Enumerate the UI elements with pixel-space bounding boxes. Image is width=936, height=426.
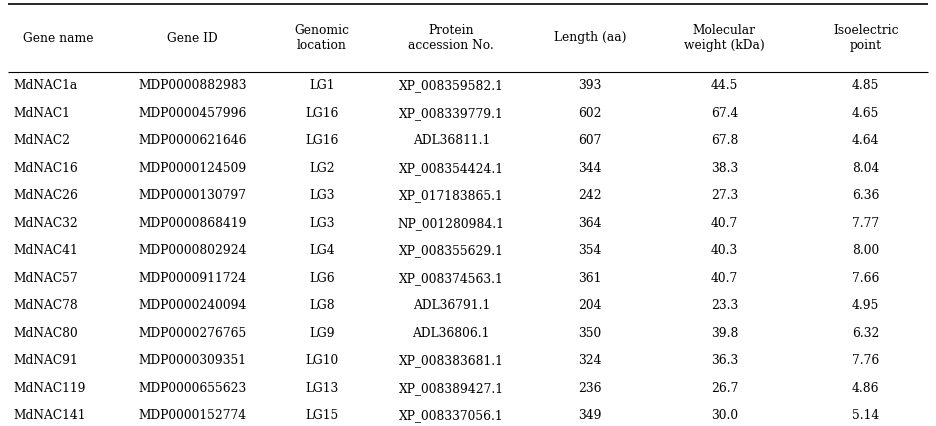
Text: MDP0000655623: MDP0000655623 — [139, 382, 246, 395]
Text: Length (aa): Length (aa) — [554, 32, 626, 44]
Text: LG3: LG3 — [309, 189, 334, 202]
Text: MdNAC91: MdNAC91 — [13, 354, 78, 367]
Text: 26.7: 26.7 — [710, 382, 739, 395]
Text: LG10: LG10 — [305, 354, 339, 367]
Text: MDP0000621646: MDP0000621646 — [139, 134, 247, 147]
Text: LG16: LG16 — [305, 107, 339, 120]
Text: MDP0000240094: MDP0000240094 — [139, 299, 247, 312]
Text: 242: 242 — [578, 189, 602, 202]
Text: MDP0000124509: MDP0000124509 — [139, 162, 246, 175]
Text: LG6: LG6 — [309, 272, 335, 285]
Text: MDP0000882983: MDP0000882983 — [139, 79, 247, 92]
Text: 602: 602 — [578, 107, 602, 120]
Text: 39.8: 39.8 — [710, 327, 739, 340]
Text: 23.3: 23.3 — [710, 299, 738, 312]
Text: XP_008354424.1: XP_008354424.1 — [399, 162, 504, 175]
Text: XP_008339779.1: XP_008339779.1 — [399, 107, 504, 120]
Text: MdNAC41: MdNAC41 — [13, 244, 78, 257]
Text: 5.14: 5.14 — [852, 409, 879, 422]
Text: MdNAC80: MdNAC80 — [13, 327, 78, 340]
Text: 350: 350 — [578, 327, 602, 340]
Text: 7.76: 7.76 — [852, 354, 879, 367]
Text: MdNAC57: MdNAC57 — [13, 272, 78, 285]
Text: 8.04: 8.04 — [852, 162, 880, 175]
Text: MdNAC32: MdNAC32 — [13, 217, 78, 230]
Text: MdNAC2: MdNAC2 — [13, 134, 70, 147]
Text: Protein
accession No.: Protein accession No. — [408, 24, 494, 52]
Text: LG3: LG3 — [309, 217, 334, 230]
Text: MdNAC1: MdNAC1 — [13, 107, 70, 120]
Text: 6.32: 6.32 — [852, 327, 880, 340]
Text: LG4: LG4 — [309, 244, 335, 257]
Text: 607: 607 — [578, 134, 602, 147]
Text: 7.77: 7.77 — [852, 217, 879, 230]
Text: 36.3: 36.3 — [710, 354, 738, 367]
Text: ADL36791.1: ADL36791.1 — [413, 299, 490, 312]
Text: Isoelectric
point: Isoelectric point — [833, 24, 899, 52]
Text: LG13: LG13 — [305, 382, 339, 395]
Text: 40.7: 40.7 — [710, 217, 738, 230]
Text: MdNAC141: MdNAC141 — [13, 409, 85, 422]
Text: 44.5: 44.5 — [710, 79, 739, 92]
Text: 361: 361 — [578, 272, 602, 285]
Text: 8.00: 8.00 — [852, 244, 879, 257]
Text: Genomic
location: Genomic location — [294, 24, 349, 52]
Text: MDP0000276765: MDP0000276765 — [139, 327, 246, 340]
Text: LG1: LG1 — [309, 79, 334, 92]
Text: 344: 344 — [578, 162, 602, 175]
Text: 40.7: 40.7 — [710, 272, 738, 285]
Text: MDP0000152774: MDP0000152774 — [139, 409, 246, 422]
Text: MDP0000868419: MDP0000868419 — [139, 217, 247, 230]
Text: LG2: LG2 — [309, 162, 335, 175]
Text: XP_008374563.1: XP_008374563.1 — [399, 272, 504, 285]
Text: XP_008337056.1: XP_008337056.1 — [399, 409, 504, 422]
Text: 349: 349 — [578, 409, 602, 422]
Text: Gene ID: Gene ID — [168, 32, 218, 44]
Text: 27.3: 27.3 — [710, 189, 738, 202]
Text: MDP0000911724: MDP0000911724 — [139, 272, 246, 285]
Text: XP_008359582.1: XP_008359582.1 — [399, 79, 504, 92]
Text: MDP0000457996: MDP0000457996 — [139, 107, 247, 120]
Text: 7.66: 7.66 — [852, 272, 880, 285]
Text: XP_017183865.1: XP_017183865.1 — [399, 189, 504, 202]
Text: Molecular
weight (kDa): Molecular weight (kDa) — [684, 24, 765, 52]
Text: 324: 324 — [578, 354, 602, 367]
Text: 4.64: 4.64 — [852, 134, 880, 147]
Text: 4.86: 4.86 — [852, 382, 880, 395]
Text: LG16: LG16 — [305, 134, 339, 147]
Text: XP_008355629.1: XP_008355629.1 — [399, 244, 504, 257]
Text: XP_008383681.1: XP_008383681.1 — [399, 354, 504, 367]
Text: 67.4: 67.4 — [710, 107, 739, 120]
Text: MDP0000130797: MDP0000130797 — [139, 189, 246, 202]
Text: MdNAC78: MdNAC78 — [13, 299, 78, 312]
Text: MDP0000802924: MDP0000802924 — [139, 244, 247, 257]
Text: Gene name: Gene name — [23, 32, 94, 44]
Text: MdNAC119: MdNAC119 — [13, 382, 85, 395]
Text: XP_008389427.1: XP_008389427.1 — [399, 382, 504, 395]
Text: MdNAC1a: MdNAC1a — [13, 79, 78, 92]
Text: ADL36806.1: ADL36806.1 — [413, 327, 490, 340]
Text: NP_001280984.1: NP_001280984.1 — [398, 217, 505, 230]
Text: LG9: LG9 — [309, 327, 335, 340]
Text: 4.95: 4.95 — [852, 299, 880, 312]
Text: ADL36811.1: ADL36811.1 — [413, 134, 490, 147]
Text: MdNAC26: MdNAC26 — [13, 189, 78, 202]
Text: 6.36: 6.36 — [852, 189, 880, 202]
Text: LG8: LG8 — [309, 299, 335, 312]
Text: LG15: LG15 — [305, 409, 339, 422]
Text: 38.3: 38.3 — [710, 162, 738, 175]
Text: 364: 364 — [578, 217, 602, 230]
Text: MDP0000309351: MDP0000309351 — [139, 354, 246, 367]
Text: 4.65: 4.65 — [852, 107, 880, 120]
Text: 4.85: 4.85 — [852, 79, 880, 92]
Text: 40.3: 40.3 — [710, 244, 738, 257]
Text: 30.0: 30.0 — [710, 409, 738, 422]
Text: 67.8: 67.8 — [710, 134, 739, 147]
Text: 354: 354 — [578, 244, 602, 257]
Text: MdNAC16: MdNAC16 — [13, 162, 78, 175]
Text: 204: 204 — [578, 299, 602, 312]
Text: 236: 236 — [578, 382, 602, 395]
Text: 393: 393 — [578, 79, 602, 92]
